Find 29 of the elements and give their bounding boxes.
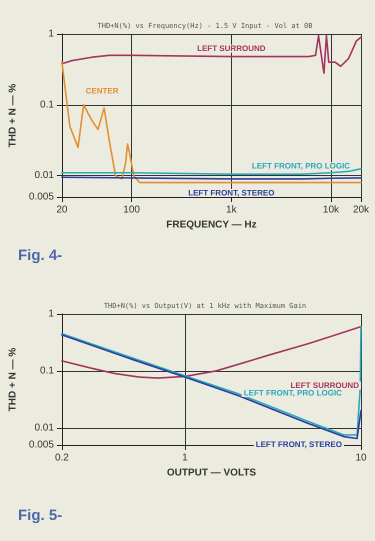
y-tick-label: 1 [48, 308, 54, 320]
x-axis-title: OUTPUT — VOLTS [166, 467, 256, 478]
x-tick-label: 0.2 [54, 452, 70, 464]
x-tick-label: 100 [123, 204, 140, 216]
y-tick-label: 0.005 [28, 192, 54, 202]
caption: Fig. 4- [18, 247, 62, 264]
series-label: LEFT FRONT, PRO LOGIC [244, 388, 342, 398]
y-tick-label: 0.01 [34, 422, 54, 434]
y-tick-label: 0.005 [28, 440, 54, 450]
text: LEFT SURROUND [290, 381, 360, 390]
caption: Fig. 5- [18, 507, 62, 524]
y-tick-label: 0.01 [34, 170, 54, 182]
x-tick-label: 20k [352, 204, 370, 216]
x-tick-label: 20 [56, 204, 68, 216]
series-label: LEFT FRONT, PRO LOGIC [252, 162, 350, 171]
series-label: CENTER [86, 86, 119, 96]
y-tick-label: 0.1 [40, 99, 54, 110]
y-tick-label: 1 [48, 28, 54, 40]
x-tick-label: 10 [355, 452, 367, 464]
series-label: LEFT SURROUND [197, 44, 266, 54]
x-tick-label: 1k [226, 204, 238, 216]
series-label: LEFT FRONT, STEREO [256, 440, 342, 450]
y-axis-title: THD + N — % [8, 348, 18, 412]
series-label: LEFT FRONT, STEREO [188, 188, 274, 198]
x-axis-title: FREQUENCY — Hz [166, 219, 257, 230]
x-tick-label: 1 [182, 452, 188, 464]
x-tick-label: 10k [322, 204, 340, 216]
y-tick-label: 0.1 [40, 365, 54, 376]
y-axis-title: THD + N — % [8, 84, 18, 148]
